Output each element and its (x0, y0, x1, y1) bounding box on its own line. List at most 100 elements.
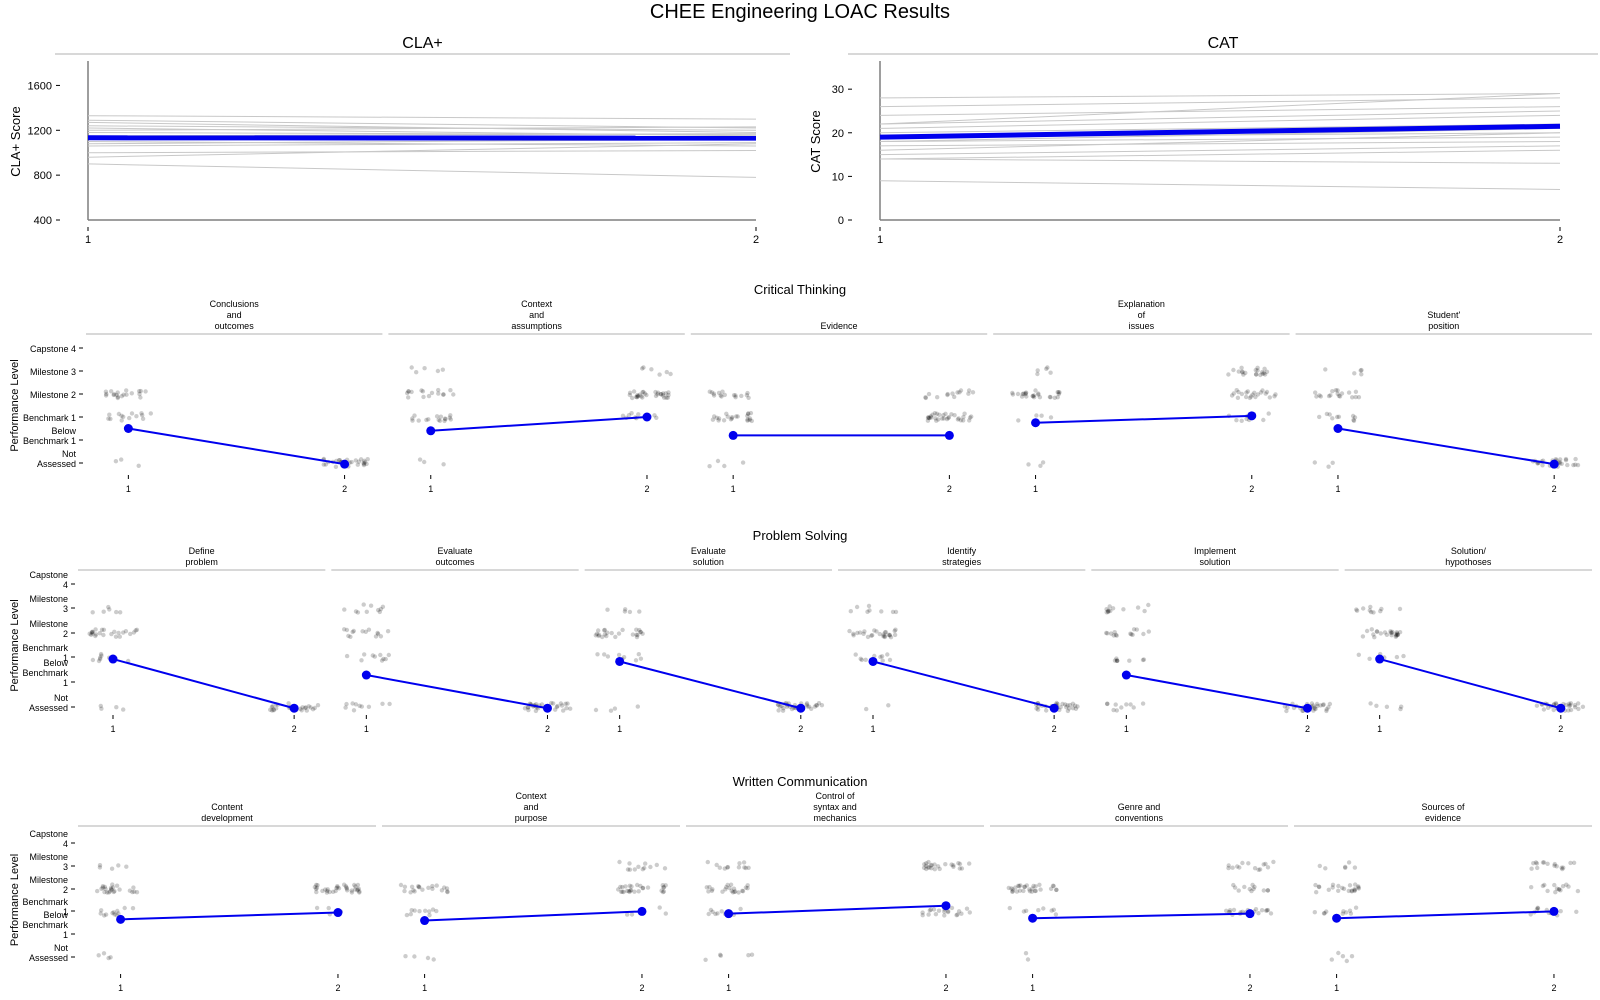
response-point (1540, 860, 1546, 865)
response-point (1010, 889, 1015, 894)
facet-title: Implement (1194, 546, 1237, 556)
response-point (661, 885, 667, 890)
response-point (1528, 912, 1533, 917)
response-point (442, 416, 448, 421)
response-point (99, 627, 105, 632)
mean-point (289, 703, 299, 713)
response-point (1390, 629, 1395, 635)
response-point (745, 886, 750, 891)
response-point (746, 395, 751, 400)
response-point (638, 656, 644, 661)
response-point (1231, 391, 1237, 396)
response-point (1266, 411, 1271, 416)
response-point (1140, 657, 1146, 663)
response-point (90, 631, 95, 636)
response-point (1326, 393, 1332, 399)
response-point (1024, 883, 1030, 888)
response-point (604, 633, 609, 639)
response-point (634, 634, 640, 640)
response-point (1114, 658, 1120, 663)
response-point (727, 885, 732, 891)
response-point (411, 888, 416, 893)
y-tick-label: Capstone (29, 570, 68, 580)
response-point (134, 627, 140, 632)
response-point (865, 609, 870, 614)
response-point (1048, 886, 1054, 891)
response-point (1545, 705, 1551, 710)
response-point (627, 861, 632, 866)
y-tick-label: 0 (838, 215, 844, 227)
response-point (99, 908, 104, 913)
response-point (1033, 388, 1038, 393)
response-point (1337, 394, 1343, 399)
response-point (725, 414, 730, 419)
response-point (123, 629, 129, 634)
response-point (812, 704, 818, 709)
response-point (310, 707, 316, 712)
response-point (1364, 628, 1370, 634)
response-point (716, 390, 722, 396)
response-point (723, 887, 728, 892)
response-point (1014, 889, 1020, 894)
response-point (745, 411, 751, 417)
response-point (1388, 630, 1394, 635)
response-point (344, 653, 350, 659)
y-tick-label: Benchmark (22, 920, 68, 930)
response-point (724, 411, 729, 416)
response-point (114, 609, 119, 615)
response-point (1573, 462, 1578, 467)
response-point (625, 912, 630, 917)
response-point (946, 909, 951, 914)
response-point (127, 415, 132, 421)
response-point (1033, 888, 1039, 894)
response-point (1261, 371, 1267, 376)
response-point (436, 387, 441, 393)
response-point (1397, 630, 1403, 635)
response-point (436, 391, 441, 396)
response-point (403, 954, 408, 959)
response-point (444, 886, 450, 891)
response-point (729, 415, 735, 420)
response-point (887, 657, 893, 663)
response-point (1343, 910, 1349, 915)
response-point (1558, 888, 1563, 893)
y-tick-label: 1 (63, 678, 68, 688)
mean-line (128, 427, 345, 466)
response-point (360, 629, 365, 634)
response-point (666, 392, 671, 398)
response-point (967, 861, 972, 866)
response-point (1244, 416, 1249, 422)
response-point (1367, 656, 1372, 661)
facet-title: solution (693, 557, 724, 567)
response-point (1015, 391, 1021, 397)
response-point (740, 460, 746, 465)
response-point (1044, 366, 1049, 371)
response-point (867, 608, 872, 613)
response-point (119, 394, 125, 399)
individual-score-line (879, 114, 1561, 129)
response-point (1339, 391, 1345, 396)
response-point (110, 910, 115, 916)
response-point (1029, 889, 1035, 894)
facet-title: Sources of (1421, 802, 1465, 812)
response-point (731, 393, 737, 398)
facet-title: development (201, 813, 253, 823)
response-point (733, 393, 738, 398)
response-point (1226, 372, 1231, 377)
response-point (929, 415, 934, 420)
response-point (725, 865, 730, 870)
mean-point (1031, 418, 1041, 428)
response-point (1047, 394, 1053, 400)
y-axis-label: Performance Level (9, 854, 21, 946)
response-point (746, 953, 751, 958)
response-point (706, 889, 711, 894)
response-point (127, 888, 133, 893)
response-point (429, 390, 435, 396)
x-tick-label: 1 (1033, 484, 1038, 494)
response-point (412, 908, 417, 913)
response-point (323, 462, 328, 467)
response-point (315, 703, 321, 708)
x-tick-label: 2 (1551, 983, 1556, 993)
response-point (711, 393, 717, 398)
response-point (1253, 394, 1258, 400)
